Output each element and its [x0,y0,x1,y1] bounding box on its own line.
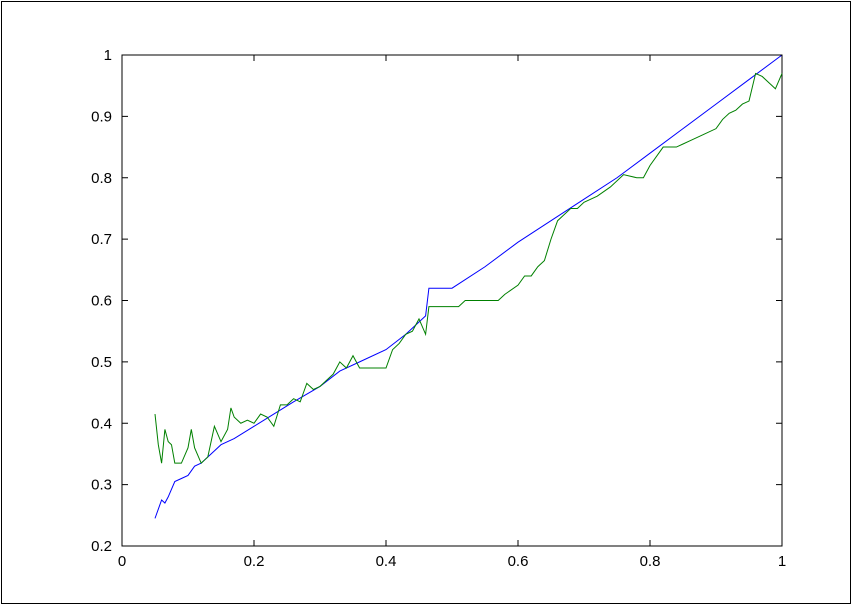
y-tick-label: 0.2 [91,538,112,555]
y-tick-label: 0.5 [91,354,112,371]
x-tick-label: 1 [778,553,786,570]
x-tick-label: 0.4 [376,553,397,570]
y-tick-label: 1 [104,47,112,64]
y-tick-label: 0.3 [91,477,112,494]
ticks-layer [121,54,783,547]
y-tick-label: 0.4 [91,415,112,432]
y-tick-label: 0.7 [91,231,112,248]
x-tick-label: 0.2 [244,553,265,570]
series-line-1 [154,54,783,519]
x-tick-label: 0.8 [640,553,661,570]
x-tick-label: 0.6 [508,553,529,570]
y-tick-label: 0.9 [91,108,112,125]
x-tick-label: 0 [118,553,126,570]
y-tick-label: 0.6 [91,293,112,310]
tick-labels-layer: 0 0.2 0.4 0.6 0.8 1 0.2 0.3 0.4 0.5 0.6 0.7 0.8 0.9 1 [91,47,786,570]
series-line-2 [154,72,783,464]
y-tick-label: 0.8 [91,170,112,187]
series-layer [154,54,783,519]
